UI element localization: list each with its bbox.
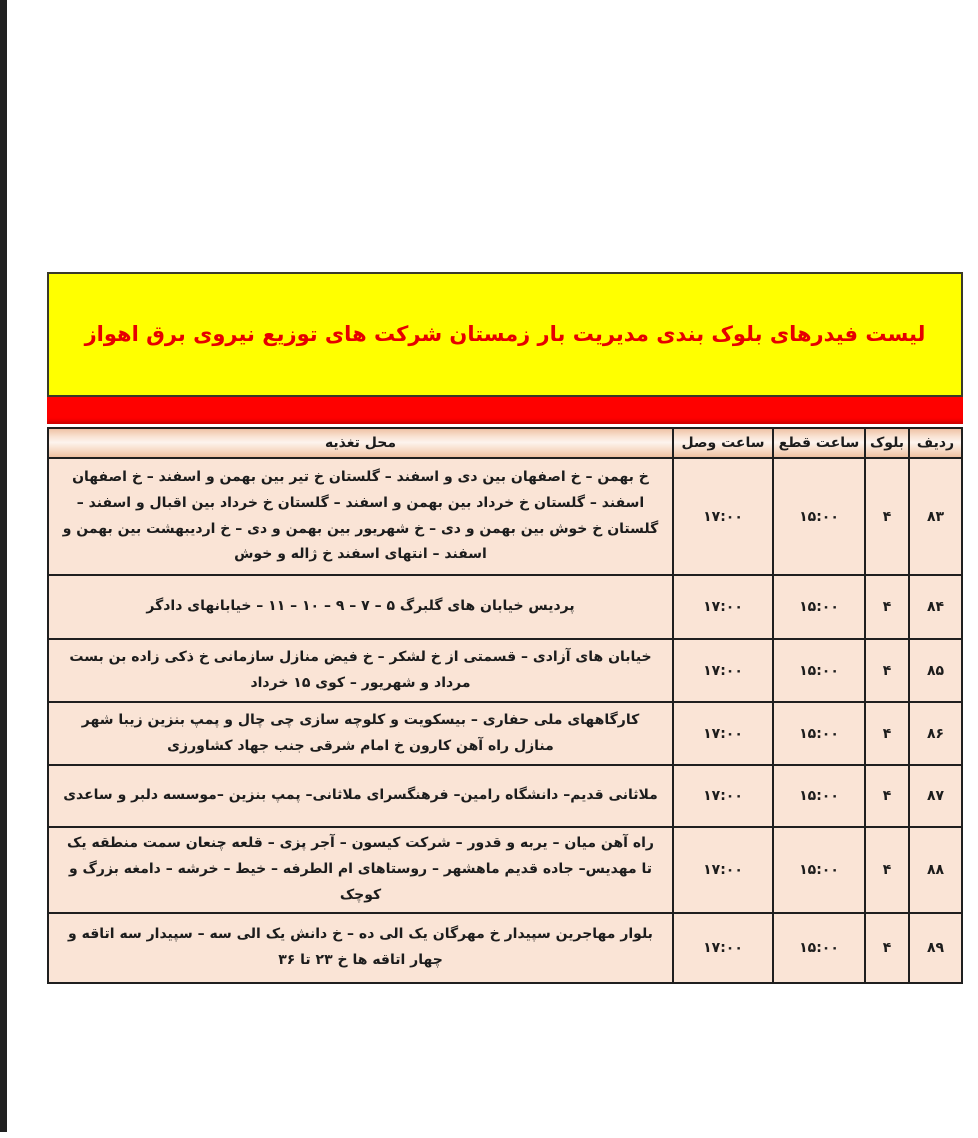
location-cell: کارگاههای ملی حفاری – بیسکویت و کلوچه سا… bbox=[47, 701, 674, 766]
title-banner: لیست فیدرهای بلوک بندی مدیریت بار زمستان… bbox=[47, 272, 963, 397]
cut-time-cell: ۱۵:۰۰ bbox=[772, 574, 866, 640]
row-number-cell: ۸۴ bbox=[908, 574, 963, 640]
connect-time-cell: ۱۷:۰۰ bbox=[672, 911, 774, 984]
block-cell: ۴ bbox=[864, 574, 910, 640]
outage-schedule-sheet: لیست فیدرهای بلوک بندی مدیریت بار زمستان… bbox=[47, 272, 963, 984]
header-connect-time: ساعت وصل bbox=[672, 427, 774, 459]
table-row: ۸۳ ۴ ۱۵:۰۰ ۱۷:۰۰ خ بهمن – خ اصفهان بین د… bbox=[47, 457, 963, 576]
cut-time-cell: ۱۵:۰۰ bbox=[772, 826, 866, 914]
connect-time-cell: ۱۷:۰۰ bbox=[672, 638, 774, 703]
table-header: ردیف بلوک ساعت قطع ساعت وصل محل تغذیه bbox=[47, 427, 963, 459]
page-title: لیست فیدرهای بلوک بندی مدیریت بار زمستان… bbox=[84, 321, 926, 346]
cut-time-cell: ۱۵:۰۰ bbox=[772, 911, 866, 984]
row-number-cell: ۸۹ bbox=[908, 911, 963, 984]
row-number-cell: ۸۶ bbox=[908, 701, 963, 766]
left-edge-strip bbox=[0, 0, 7, 1132]
cut-time-cell: ۱۵:۰۰ bbox=[772, 764, 866, 828]
block-cell: ۴ bbox=[864, 826, 910, 914]
block-cell: ۴ bbox=[864, 911, 910, 984]
header-row-number: ردیف bbox=[908, 427, 963, 459]
row-number-cell: ۸۷ bbox=[908, 764, 963, 828]
location-cell: خ بهمن – خ اصفهان بین دی و اسفند – گلستا… bbox=[47, 457, 674, 576]
location-cell: ملاثانی قدیم– دانشگاه رامین– فرهنگسرای م… bbox=[47, 764, 674, 828]
connect-time-cell: ۱۷:۰۰ bbox=[672, 457, 774, 576]
block-cell: ۴ bbox=[864, 764, 910, 828]
row-number-cell: ۸۳ bbox=[908, 457, 963, 576]
table-row: ۸۹ ۴ ۱۵:۰۰ ۱۷:۰۰ بلوار مهاجرین سپیدار خ … bbox=[47, 911, 963, 984]
connect-time-cell: ۱۷:۰۰ bbox=[672, 701, 774, 766]
header-location: محل تغذیه bbox=[47, 427, 674, 459]
table-row: ۸۸ ۴ ۱۵:۰۰ ۱۷:۰۰ راه آهن میان – یربه و ق… bbox=[47, 826, 963, 914]
cut-time-cell: ۱۵:۰۰ bbox=[772, 638, 866, 703]
location-cell: راه آهن میان – یربه و قدور – شرکت کیسون … bbox=[47, 826, 674, 914]
table-row: ۸۶ ۴ ۱۵:۰۰ ۱۷:۰۰ کارگاههای ملی حفاری – ب… bbox=[47, 701, 963, 766]
header-row: ردیف بلوک ساعت قطع ساعت وصل محل تغذیه bbox=[47, 427, 963, 459]
connect-time-cell: ۱۷:۰۰ bbox=[672, 826, 774, 914]
connect-time-cell: ۱۷:۰۰ bbox=[672, 764, 774, 828]
block-cell: ۴ bbox=[864, 457, 910, 576]
schedule-table: ردیف بلوک ساعت قطع ساعت وصل محل تغذیه ۸۳… bbox=[47, 427, 963, 984]
table-row: ۸۴ ۴ ۱۵:۰۰ ۱۷:۰۰ پردیس خیابان های گلبرگ … bbox=[47, 574, 963, 640]
table-body: ۸۳ ۴ ۱۵:۰۰ ۱۷:۰۰ خ بهمن – خ اصفهان بین د… bbox=[47, 457, 963, 984]
cut-time-cell: ۱۵:۰۰ bbox=[772, 701, 866, 766]
red-separator-band bbox=[47, 397, 963, 424]
connect-time-cell: ۱۷:۰۰ bbox=[672, 574, 774, 640]
cut-time-cell: ۱۵:۰۰ bbox=[772, 457, 866, 576]
location-cell: خیابان های آزادی – قسمتی از خ لشکر – خ ف… bbox=[47, 638, 674, 703]
block-cell: ۴ bbox=[864, 701, 910, 766]
header-block: بلوک bbox=[864, 427, 910, 459]
table-row: ۸۵ ۴ ۱۵:۰۰ ۱۷:۰۰ خیابان های آزادی – قسمت… bbox=[47, 638, 963, 703]
location-cell: پردیس خیابان های گلبرگ ۵ – ۷ – ۹ – ۱۰ – … bbox=[47, 574, 674, 640]
location-cell: بلوار مهاجرین سپیدار خ مهرگان یک الی ده … bbox=[47, 911, 674, 984]
block-cell: ۴ bbox=[864, 638, 910, 703]
row-number-cell: ۸۵ bbox=[908, 638, 963, 703]
header-cut-time: ساعت قطع bbox=[772, 427, 866, 459]
row-number-cell: ۸۸ bbox=[908, 826, 963, 914]
table-row: ۸۷ ۴ ۱۵:۰۰ ۱۷:۰۰ ملاثانی قدیم– دانشگاه ر… bbox=[47, 764, 963, 828]
